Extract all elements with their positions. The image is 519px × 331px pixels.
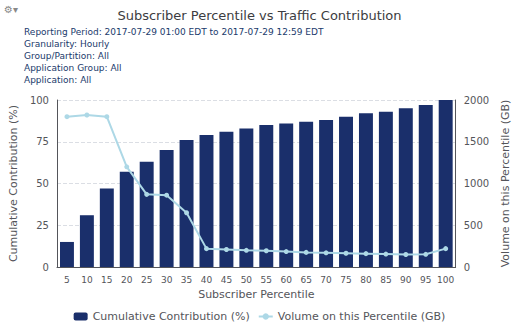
svg-text:Granularity: Hourly: Granularity: Hourly: [24, 39, 110, 49]
svg-text:50: 50: [241, 275, 253, 285]
svg-text:75: 75: [340, 275, 351, 285]
svg-text:55: 55: [261, 275, 272, 285]
svg-text:Application: All: Application: All: [24, 75, 91, 85]
svg-text:Cumulative Contribution (%): Cumulative Contribution (%): [93, 310, 250, 323]
svg-text:25: 25: [36, 220, 49, 231]
svg-text:80: 80: [360, 275, 372, 285]
svg-text:30: 30: [161, 275, 173, 285]
svg-text:2000: 2000: [464, 95, 489, 106]
svg-text:60: 60: [280, 275, 292, 285]
svg-text:⚙▾: ⚙▾: [4, 4, 18, 15]
svg-text:Volume on this Percentile (GB): Volume on this Percentile (GB): [499, 100, 512, 268]
svg-text:20: 20: [121, 275, 133, 285]
svg-text:100: 100: [437, 275, 454, 285]
svg-text:35: 35: [181, 275, 192, 285]
svg-text:25: 25: [141, 275, 152, 285]
svg-text:500: 500: [464, 220, 483, 231]
svg-text:15: 15: [101, 275, 112, 285]
svg-text:0: 0: [464, 262, 470, 273]
svg-text:Reporting Period: 2017-07-29 0: Reporting Period: 2017-07-29 01:00 EDT t…: [24, 27, 324, 37]
svg-text:45: 45: [221, 275, 232, 285]
svg-text:1000: 1000: [464, 178, 489, 189]
svg-text:5: 5: [64, 275, 70, 285]
svg-text:Subscriber Percentile vs Traff: Subscriber Percentile vs Traffic Contrib…: [117, 8, 401, 23]
svg-text:Application Group: All: Application Group: All: [24, 63, 122, 73]
svg-text:Cumulative Contribution (%): Cumulative Contribution (%): [7, 105, 20, 262]
svg-text:95: 95: [420, 275, 431, 285]
svg-text:Subscriber Percentile: Subscriber Percentile: [198, 288, 315, 301]
svg-text:90: 90: [400, 275, 412, 285]
svg-text:0: 0: [43, 262, 49, 273]
svg-text:85: 85: [380, 275, 391, 285]
svg-text:40: 40: [201, 275, 213, 285]
svg-text:10: 10: [81, 275, 93, 285]
svg-text:100: 100: [30, 95, 49, 106]
svg-text:Group/Partition: All: Group/Partition: All: [24, 51, 109, 61]
svg-text:Volume on this Percentile (GB): Volume on this Percentile (GB): [278, 310, 446, 323]
svg-text:70: 70: [320, 275, 332, 285]
svg-text:50: 50: [36, 178, 49, 189]
svg-text:75: 75: [36, 136, 49, 147]
svg-text:1500: 1500: [464, 136, 489, 147]
svg-text:65: 65: [300, 275, 311, 285]
